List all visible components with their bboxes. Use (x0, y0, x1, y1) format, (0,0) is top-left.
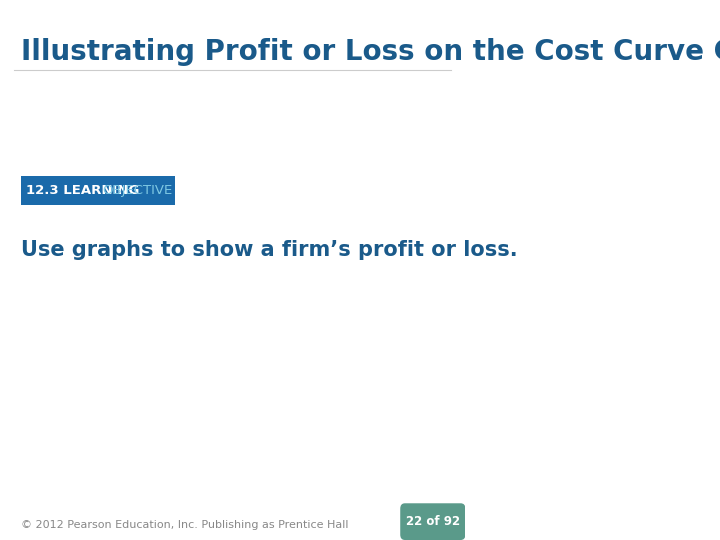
Text: Illustrating Profit or Loss on the Cost Curve Graph: Illustrating Profit or Loss on the Cost … (21, 38, 720, 66)
FancyBboxPatch shape (21, 176, 174, 205)
FancyBboxPatch shape (400, 503, 465, 540)
Text: OBJECTIVE: OBJECTIVE (102, 184, 173, 197)
Text: © 2012 Pearson Education, Inc. Publishing as Prentice Hall: © 2012 Pearson Education, Inc. Publishin… (21, 520, 348, 530)
Text: 22 of 92: 22 of 92 (406, 515, 460, 528)
Text: 12.3 LEARNING: 12.3 LEARNING (26, 184, 139, 197)
Text: Use graphs to show a firm’s profit or loss.: Use graphs to show a firm’s profit or lo… (21, 240, 518, 260)
